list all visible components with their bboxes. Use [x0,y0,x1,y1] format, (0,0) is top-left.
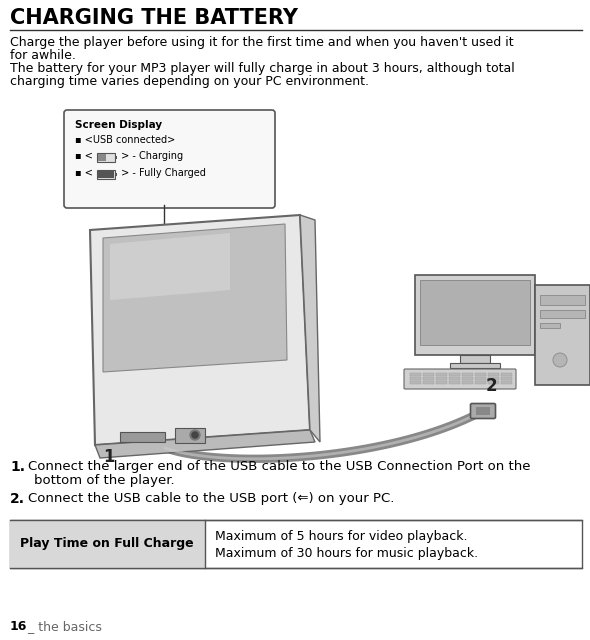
Bar [115,173,117,176]
FancyBboxPatch shape [64,110,275,208]
Circle shape [190,430,200,440]
Bar [449,377,460,380]
Bar [540,323,560,328]
FancyBboxPatch shape [404,369,516,389]
Text: 2.: 2. [10,492,25,506]
Text: Play Time on Full Charge: Play Time on Full Charge [20,538,194,550]
Polygon shape [110,233,230,300]
Bar [410,377,421,380]
Text: Screen Display: Screen Display [75,120,162,130]
Bar [436,381,447,384]
Bar [501,381,512,384]
Bar [475,381,486,384]
Text: Connect the larger end of the USB cable to the USB Connection Port on the: Connect the larger end of the USB cable … [28,460,530,473]
Bar [97,153,115,162]
Bar [488,381,499,384]
Text: ▪ <: ▪ < [75,151,96,161]
Bar [449,381,460,384]
Polygon shape [95,430,315,458]
Text: ▪ <USB connected>: ▪ <USB connected> [75,135,175,145]
FancyBboxPatch shape [470,403,496,419]
Bar [10,520,205,568]
Text: Maximum of 30 hours for music playback.: Maximum of 30 hours for music playback. [215,547,478,560]
Text: ▪ <: ▪ < [75,168,96,178]
Bar [476,407,490,415]
Text: 1.: 1. [10,460,25,474]
Bar [420,280,530,345]
Bar [488,377,499,380]
Bar [540,310,585,318]
Bar [98,171,114,178]
Bar [10,520,582,568]
Bar [436,373,447,376]
Bar [475,373,486,376]
Bar [175,428,205,443]
Text: _ the basics: _ the basics [24,620,102,633]
Text: charging time varies depending on your PC environment.: charging time varies depending on your P… [10,75,369,88]
Text: The battery for your MP3 player will fully charge in about 3 hours, although tot: The battery for your MP3 player will ful… [10,62,514,75]
Bar [449,373,460,376]
Bar [462,381,473,384]
Text: bottom of the player.: bottom of the player. [34,474,175,487]
Bar [410,381,421,384]
Polygon shape [90,215,310,445]
Text: 2: 2 [486,377,497,395]
Text: > - Fully Charged: > - Fully Charged [118,168,206,178]
Circle shape [553,353,567,367]
Text: > - Charging: > - Charging [118,151,183,161]
Bar [488,373,499,376]
Bar [423,381,434,384]
Polygon shape [300,215,320,442]
Bar [535,285,590,385]
Text: Connect the USB cable to the USB port (⇐) on your PC.: Connect the USB cable to the USB port (⇐… [28,492,394,505]
Bar [540,295,585,305]
Bar [410,373,421,376]
Bar [475,377,486,380]
Bar [501,377,512,380]
Bar [120,432,165,442]
Circle shape [192,432,198,438]
Bar [501,373,512,376]
Bar [97,170,115,179]
Text: Maximum of 5 hours for video playback.: Maximum of 5 hours for video playback. [215,530,467,543]
Bar [450,363,500,368]
Bar [423,373,434,376]
Bar [436,377,447,380]
Bar [423,377,434,380]
Text: Charge the player before using it for the first time and when you haven't used i: Charge the player before using it for th… [10,36,514,49]
Bar [460,355,490,363]
Bar [415,275,535,355]
Bar [462,373,473,376]
Text: 16: 16 [10,620,27,633]
Bar [98,154,106,161]
Text: 1: 1 [103,448,114,466]
Text: CHARGING THE BATTERY: CHARGING THE BATTERY [10,8,298,28]
Polygon shape [103,224,287,372]
Bar [115,156,117,159]
Bar [462,377,473,380]
Text: for awhile.: for awhile. [10,49,76,62]
